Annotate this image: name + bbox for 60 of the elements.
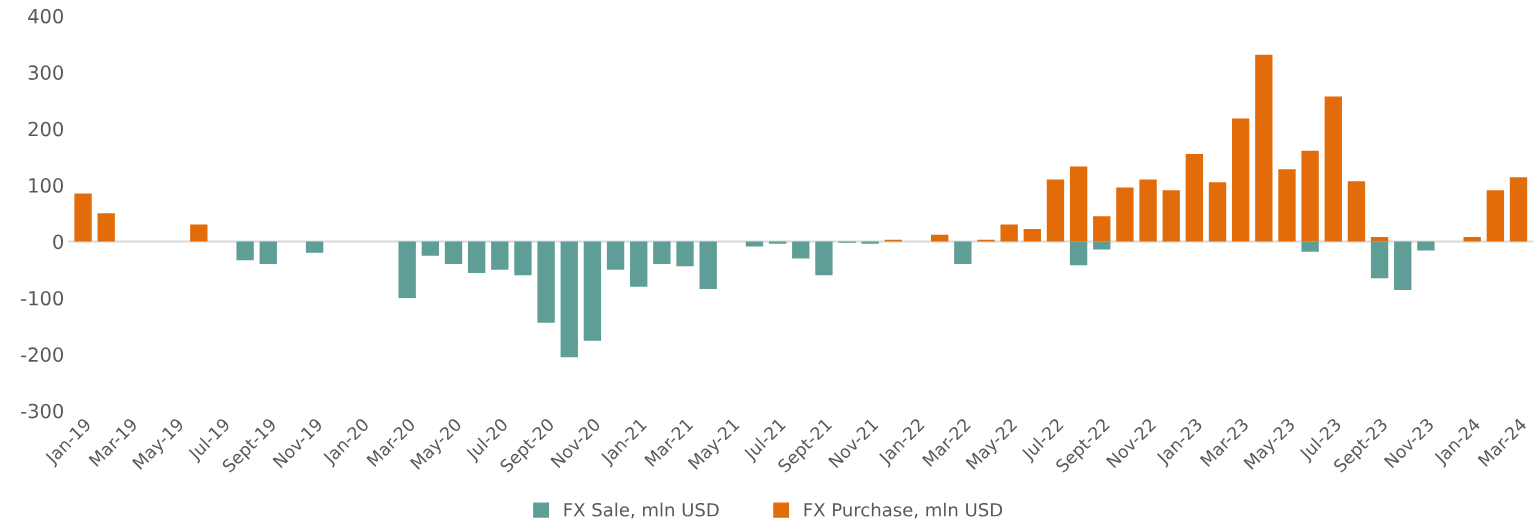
bar bbox=[491, 241, 509, 270]
bar bbox=[97, 213, 115, 242]
bar bbox=[1417, 241, 1435, 251]
bar bbox=[1370, 237, 1389, 242]
y-tick-label: 0 bbox=[53, 234, 64, 250]
bar bbox=[1000, 224, 1018, 242]
bar bbox=[1069, 241, 1088, 266]
bar bbox=[653, 241, 671, 265]
legend-label: FX Purchase, mln USD bbox=[804, 502, 1003, 519]
y-tick-label: -300 bbox=[21, 403, 64, 419]
y-tick-label: 100 bbox=[29, 178, 64, 193]
bar bbox=[1278, 169, 1296, 242]
bar bbox=[421, 241, 440, 256]
bar bbox=[1185, 154, 1204, 242]
bar bbox=[1301, 150, 1319, 242]
bar bbox=[583, 241, 602, 341]
bar bbox=[537, 241, 555, 323]
bar bbox=[1301, 241, 1319, 252]
bar bbox=[1116, 187, 1134, 242]
bar bbox=[699, 241, 717, 289]
bar bbox=[1162, 190, 1180, 242]
bar bbox=[745, 241, 764, 247]
bar bbox=[1370, 241, 1389, 279]
bar bbox=[1231, 118, 1250, 242]
bar bbox=[1486, 190, 1505, 242]
bar bbox=[1093, 216, 1111, 242]
bar bbox=[1463, 237, 1481, 242]
bar bbox=[305, 241, 324, 253]
bar bbox=[467, 241, 486, 274]
y-tick-label: 300 bbox=[28, 65, 64, 80]
bar bbox=[259, 241, 277, 265]
legend-label: FX Sale, mln USD bbox=[564, 502, 719, 519]
bar bbox=[1046, 179, 1065, 242]
bar bbox=[815, 241, 833, 276]
y-tick-label: -200 bbox=[21, 347, 64, 363]
bar bbox=[1255, 54, 1273, 242]
bar bbox=[676, 241, 694, 267]
bar bbox=[1347, 181, 1366, 242]
bar bbox=[1509, 177, 1528, 242]
bar bbox=[1139, 179, 1157, 242]
bar bbox=[1208, 182, 1227, 242]
y-tick-label: -100 bbox=[21, 290, 64, 306]
y-tick-label: 400 bbox=[28, 8, 64, 24]
bar bbox=[1023, 229, 1041, 242]
bar bbox=[931, 234, 949, 242]
bar bbox=[514, 241, 532, 276]
bar bbox=[398, 241, 416, 298]
bar bbox=[444, 241, 463, 265]
y-tick-label: 200 bbox=[28, 121, 64, 137]
bar bbox=[74, 193, 92, 242]
bar bbox=[1069, 166, 1088, 242]
bar bbox=[236, 241, 254, 261]
bar bbox=[606, 241, 625, 270]
bar bbox=[1324, 96, 1342, 242]
bar bbox=[190, 224, 208, 242]
bar bbox=[954, 241, 972, 265]
bar bbox=[792, 241, 810, 259]
bar bbox=[1394, 241, 1412, 291]
bar bbox=[560, 241, 578, 358]
bar bbox=[630, 241, 648, 287]
